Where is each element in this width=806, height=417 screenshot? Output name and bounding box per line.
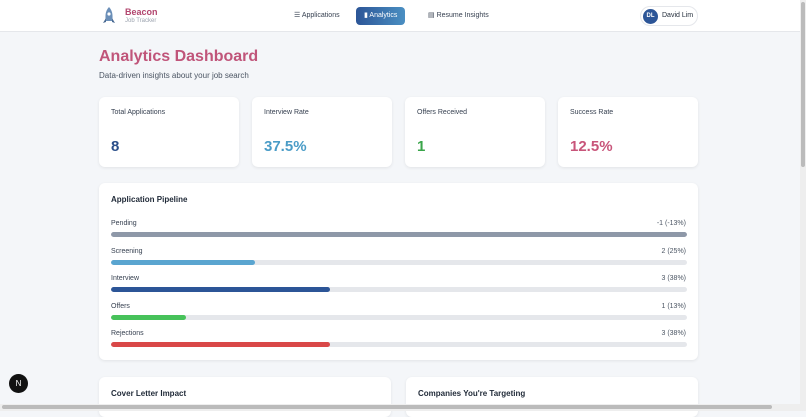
progress-track (111, 287, 687, 292)
tagline: Job Tracker (125, 18, 157, 24)
row-label: Interview (111, 275, 140, 282)
stat-label: Total Applications (111, 109, 166, 116)
logo (103, 7, 115, 23)
stat-value: 1 (417, 138, 426, 155)
progress-bar (111, 342, 330, 347)
stat-label: Success Rate (570, 109, 614, 116)
progress-bar (111, 314, 186, 320)
progress-track (111, 232, 687, 237)
scrollbar (800, 0, 806, 411)
stat-value: 12.5% (570, 138, 613, 155)
stat-card: Total Applications 8 (99, 97, 239, 167)
user-name: David Lim (662, 12, 694, 19)
row-count: 1 (13%) (661, 302, 686, 310)
progress-track (111, 259, 687, 265)
row-label: Offers (111, 302, 130, 310)
stat-label: Interview Rate (264, 109, 309, 116)
row-label: Pending (111, 220, 137, 227)
nav-text: Resume Insights (436, 12, 489, 19)
header: Beacon Job Tracker ☰ Applications ▮ Anal… (0, 0, 806, 32)
section-card: Cover Letter Impact (99, 377, 391, 417)
row-count: -1 (-13%) (656, 220, 686, 227)
dev-badge[interactable]: N (9, 374, 28, 393)
page-title: Analytics Dashboard (99, 48, 259, 65)
row-count: 3 (38%) (661, 330, 686, 337)
progress-bar (111, 232, 687, 237)
brand: Beacon (125, 7, 158, 17)
progress-track (111, 342, 687, 347)
scroll-thumb[interactable] (2, 405, 772, 409)
row-label: Rejections (111, 330, 144, 337)
scroll-thumb[interactable] (801, 2, 805, 167)
row-count: 3 (38%) (661, 275, 686, 282)
card-title: Companies You're Targeting (418, 389, 526, 398)
progress-bar (111, 287, 330, 292)
row-count: 2 (25%) (661, 247, 686, 255)
card-title: Cover Letter Impact (111, 389, 187, 398)
nav-link[interactable]: ☰ Applications (294, 12, 340, 19)
progress-bar (111, 259, 255, 265)
nav-link[interactable]: ▤ Resume Insights (428, 12, 489, 19)
section-card: Companies You're Targeting (406, 377, 698, 417)
nav-text: Analytics (369, 12, 398, 19)
user-menu[interactable]: DL David Lim (640, 6, 698, 26)
row-label: Screening (111, 247, 143, 255)
pipeline-card: Application Pipeline Pending -1 (-13%) Scr… (99, 183, 698, 360)
card-title: Application Pipeline (111, 195, 188, 204)
stat-card: Success Rate 12.5% (558, 97, 698, 167)
progress-track (111, 314, 687, 320)
scrollbar (0, 404, 800, 411)
nav-link[interactable]: ▮ Analytics (356, 7, 406, 25)
nav-text: Applications (301, 12, 340, 19)
stat-card: Interview Rate 37.5% (252, 97, 392, 167)
stat-value: 8 (111, 138, 120, 155)
avatar: DL (643, 9, 658, 24)
stat-card: Offers Received 1 (405, 97, 545, 167)
stat-label: Offers Received (417, 109, 468, 116)
page-subtitle: Data-driven insights about your job sear… (99, 71, 249, 80)
stat-value: 37.5% (264, 138, 307, 155)
